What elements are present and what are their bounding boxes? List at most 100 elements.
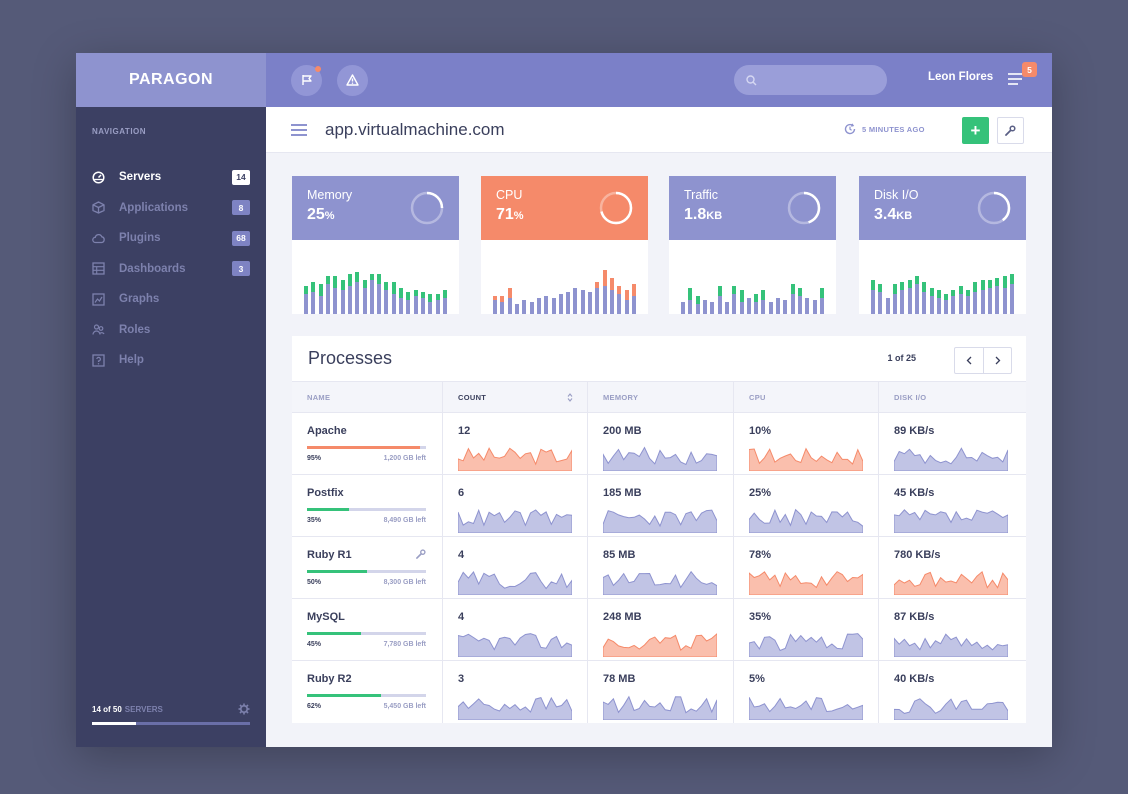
- process-usage-pct: 62%: [307, 703, 322, 710]
- bar: [988, 280, 992, 314]
- column-header-disk-i-o[interactable]: DISK I/O: [894, 392, 927, 402]
- stat-card-value: 1.8KB: [684, 206, 723, 223]
- sparkline-area: [603, 570, 717, 595]
- bar: [790, 284, 795, 314]
- sidebar-item-dashboards[interactable]: Dashboards 3: [76, 254, 266, 285]
- bar: [529, 302, 534, 314]
- stat-card-title: Traffic: [684, 188, 719, 202]
- process-memory-value: 85 MB: [603, 549, 636, 561]
- settings-button[interactable]: [997, 117, 1024, 144]
- brand-logo[interactable]: PARAGON: [76, 53, 266, 107]
- table-row[interactable]: MySQL 45% 7,780 GB left 4 248 MB 35% 87 KB/s: [292, 599, 1026, 661]
- stat-card-traffic[interactable]: Traffic 1.8KB: [669, 176, 836, 314]
- bar: [1009, 274, 1014, 314]
- process-name[interactable]: Postfix: [307, 487, 344, 499]
- process-count-sparkline: [458, 508, 572, 533]
- hamburger-icon[interactable]: [291, 123, 307, 136]
- search-input[interactable]: [765, 74, 875, 86]
- stat-card-disk-i-o[interactable]: Disk I/O 3.4KB: [859, 176, 1026, 314]
- bar: [761, 290, 766, 314]
- process-cpu-cell: 78%: [734, 537, 879, 598]
- sidebar-item-roles[interactable]: Roles: [76, 315, 266, 346]
- sidebar-item-label: Plugins: [119, 232, 161, 245]
- prev-page-button[interactable]: [955, 348, 983, 373]
- bar: [900, 282, 905, 314]
- column-header-count[interactable]: COUNT: [443, 382, 588, 412]
- process-name[interactable]: Apache: [307, 425, 347, 437]
- stat-card-value: 25%: [307, 206, 335, 223]
- process-usage-bar: [307, 570, 426, 573]
- table-row[interactable]: Apache 95% 1,200 GB left 12 200 MB 10% 89 KB/s: [292, 413, 1026, 475]
- sparkline-area: [749, 633, 863, 657]
- process-disk-cell: 780 KB/s: [879, 537, 1026, 598]
- wrench-icon[interactable]: [416, 549, 426, 559]
- bar: [695, 296, 700, 314]
- sidebar-item-applications[interactable]: Applications 8: [76, 193, 266, 224]
- process-memory-sparkline: [603, 446, 717, 471]
- bar: [340, 280, 345, 314]
- flag-button[interactable]: [291, 64, 322, 96]
- process-memory-value: 185 MB: [603, 487, 642, 499]
- sort-icon[interactable]: [567, 393, 573, 402]
- bar: [617, 286, 622, 314]
- user-name[interactable]: Leon Flores: [928, 71, 994, 83]
- sidebar-item-badge: 68: [232, 230, 250, 246]
- bar: [421, 292, 425, 314]
- process-count-cell: 6: [443, 475, 588, 536]
- table-row[interactable]: Postfix 35% 8,490 GB left 6 185 MB 25% 45 KB/s: [292, 475, 1026, 537]
- process-name[interactable]: Ruby R2: [307, 673, 352, 685]
- column-header-cpu[interactable]: CPU: [734, 382, 879, 412]
- process-count-cell: 12: [443, 413, 588, 474]
- bar: [944, 294, 949, 314]
- gear-icon[interactable]: [238, 703, 250, 715]
- chevron-right-icon: [995, 356, 1000, 365]
- last-updated[interactable]: 5 MINUTES AGO: [844, 123, 925, 135]
- sparkline-area: [749, 696, 863, 720]
- menu-lines-icon[interactable]: [1008, 71, 1026, 87]
- stat-card-value: 71%: [496, 206, 524, 223]
- column-header-memory[interactable]: MEMORY: [588, 382, 734, 412]
- process-memory-cell: 85 MB: [588, 537, 734, 598]
- bar: [573, 288, 578, 314]
- sparkline-area: [603, 446, 717, 471]
- add-button[interactable]: +: [962, 117, 989, 144]
- topbar: Leon Flores 5: [266, 53, 1052, 107]
- bar: [493, 296, 497, 314]
- process-name[interactable]: MySQL: [307, 611, 345, 623]
- table-header: NAME COUNT MEMORY CPU DISK I/O: [292, 382, 1026, 413]
- sidebar-item-graphs[interactable]: Graphs: [76, 284, 266, 315]
- bar: [544, 296, 549, 314]
- process-cpu-value: 78%: [749, 549, 772, 561]
- process-disk-sparkline: [894, 447, 1008, 471]
- bar: [951, 290, 956, 314]
- column-header-name[interactable]: NAME: [292, 382, 443, 412]
- search-box[interactable]: [734, 65, 887, 95]
- sidebar-item-help[interactable]: Help: [76, 345, 266, 376]
- sidebar-item-plugins[interactable]: Plugins 68: [76, 223, 266, 254]
- sidebar-item-servers[interactable]: Servers 14: [76, 162, 266, 193]
- bar: [995, 278, 1000, 314]
- process-name[interactable]: Ruby R1: [307, 549, 352, 561]
- stat-card-memory[interactable]: Memory 25%: [292, 176, 459, 314]
- process-cpu-value: 25%: [749, 487, 772, 499]
- process-cpu-sparkline: [749, 508, 863, 533]
- bar: [710, 302, 715, 314]
- bar: [362, 280, 367, 314]
- alert-button[interactable]: [337, 64, 368, 96]
- progress-ring-icon: [599, 191, 633, 225]
- bar: [399, 288, 404, 314]
- process-cpu-sparkline: [749, 633, 863, 657]
- cloud-icon: [92, 233, 105, 243]
- bar: [776, 298, 781, 314]
- subbar: app.virtualmachine.com 5 MINUTES AGO +: [266, 107, 1052, 153]
- process-cpu-value: 35%: [749, 611, 772, 623]
- stat-card-cpu[interactable]: CPU 71%: [481, 176, 648, 314]
- next-page-button[interactable]: [983, 348, 1011, 373]
- process-usage-pct: 45%: [307, 641, 322, 648]
- table-row[interactable]: Ruby R1 50% 8,300 GB left 4 85 MB 78% 780 KB/s: [292, 537, 1026, 599]
- process-memory-cell: 248 MB: [588, 599, 734, 660]
- table-row[interactable]: Ruby R2 62% 5,450 GB left 3 78 MB 5% 40 KB/s: [292, 661, 1026, 723]
- sidebar-item-badge: 14: [232, 169, 250, 185]
- bar: [514, 304, 519, 314]
- process-disk-sparkline: [894, 570, 1008, 595]
